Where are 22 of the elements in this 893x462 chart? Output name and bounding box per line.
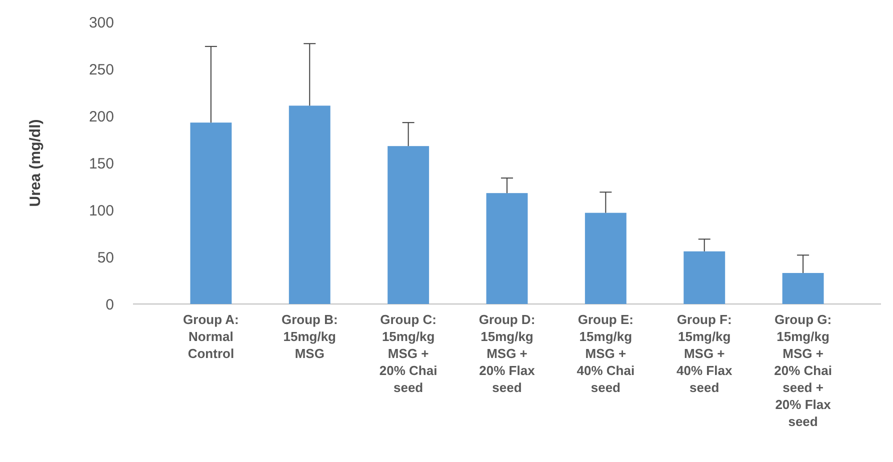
bar (388, 146, 430, 304)
x-tick-label: Group E: 15mg/kg MSG + 40% Chai seed (576, 312, 635, 395)
bar (782, 272, 824, 304)
x-tick-label: Group D: 15mg/kg MSG + 20% Flax seed (478, 312, 536, 395)
bar (684, 251, 726, 304)
y-tick-label: 50 (97, 249, 114, 266)
y-tick-label: 100 (88, 202, 114, 220)
y-tick-label: 300 (88, 14, 114, 32)
x-tick-label: Group A: Normal Control (183, 312, 239, 361)
y-tick-label: 200 (88, 108, 114, 126)
y-tick-label: 0 (106, 296, 114, 314)
y-tick-label: 150 (88, 155, 114, 172)
bar (190, 122, 232, 304)
bar (486, 193, 528, 304)
y-axis-title: Urea (mg/dl) (27, 119, 44, 207)
x-tick-label: Group G: 15mg/kg MSG + 20% Chai seed + 20% Flax seed (774, 312, 832, 429)
bar (288, 106, 330, 304)
bar (584, 212, 626, 304)
y-tick-label: 250 (88, 61, 114, 78)
x-tick-label: Group C: 15mg/kg MSG + 20% Chai seed (379, 312, 438, 395)
x-tick-label: Group F: 15mg/kg MSG + 40% Flax seed (676, 312, 733, 395)
x-tick-label: Group B: 15mg/kg MSG (281, 312, 338, 361)
